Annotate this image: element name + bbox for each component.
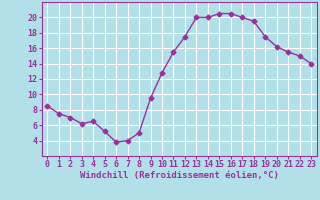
X-axis label: Windchill (Refroidissement éolien,°C): Windchill (Refroidissement éolien,°C) xyxy=(80,171,279,180)
